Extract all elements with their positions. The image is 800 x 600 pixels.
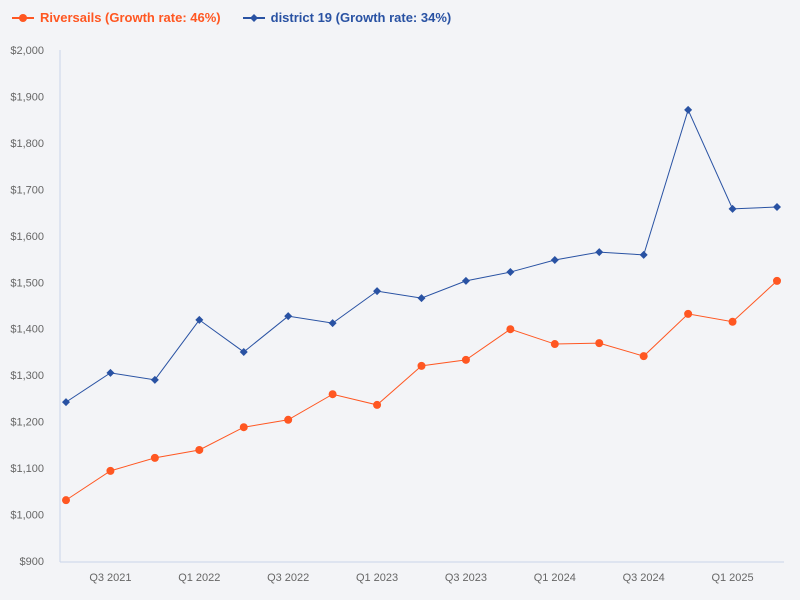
data-point (328, 319, 337, 328)
y-tick-label: $1,400 (10, 324, 44, 336)
data-point (284, 415, 293, 424)
legend-item-riversails[interactable]: Riversails (Growth rate: 46%) (12, 10, 221, 25)
legend: Riversails (Growth rate: 46%) district 1… (12, 10, 451, 25)
x-tick-label: Q1 2022 (178, 572, 220, 584)
y-tick-label: $1,600 (10, 231, 44, 243)
data-point (417, 361, 426, 370)
data-point (150, 375, 159, 384)
series-line (65, 280, 778, 501)
data-point (62, 398, 70, 407)
data-point (373, 400, 382, 409)
x-tick-label: Q1 2024 (534, 572, 576, 584)
data-point (106, 466, 115, 475)
x-tick-label: Q1 2025 (711, 572, 753, 584)
data-point (773, 276, 781, 285)
data-point (506, 325, 515, 334)
y-tick-label: $900 (20, 556, 44, 568)
diamond-marker-icon (242, 13, 265, 22)
data-point (506, 268, 515, 277)
legend-label: district 19 (Growth rate: 34%) (270, 10, 452, 25)
y-tick-label: $1,300 (10, 370, 44, 382)
data-point (239, 347, 248, 356)
legend-item-district-19[interactable]: district 19 (Growth rate: 34%) (242, 10, 452, 25)
data-point (195, 445, 204, 454)
data-point (728, 317, 737, 326)
data-point (106, 368, 115, 377)
x-tick-label: Q1 2023 (356, 572, 398, 584)
data-point (639, 352, 648, 361)
y-tick-label: $1,000 (10, 510, 44, 522)
data-point (728, 204, 737, 213)
data-point (284, 312, 293, 321)
data-point (684, 309, 693, 318)
data-point (150, 453, 159, 462)
data-point (773, 203, 781, 212)
data-point (550, 340, 559, 349)
data-point (195, 315, 204, 324)
data-point (595, 248, 604, 257)
x-tick-label: Q3 2024 (623, 572, 665, 584)
circle-marker-icon (12, 13, 34, 22)
series-line (65, 108, 778, 403)
data-point (62, 496, 70, 505)
data-point (684, 105, 693, 114)
data-point (550, 255, 559, 264)
data-point (461, 276, 470, 285)
data-point (239, 423, 248, 432)
x-tick-label: Q3 2021 (89, 572, 131, 584)
y-tick-label: $1,200 (10, 417, 44, 429)
y-tick-label: $1,800 (10, 138, 44, 150)
legend-label: Riversails (Growth rate: 46%) (40, 10, 221, 25)
data-point (595, 339, 604, 348)
data-point (461, 355, 470, 364)
data-point (639, 250, 648, 259)
y-tick-label: $1,100 (10, 463, 44, 475)
y-tick-label: $1,500 (10, 277, 44, 289)
x-tick-label: Q3 2023 (445, 572, 487, 584)
y-tick-label: $2,000 (10, 45, 44, 57)
y-tick-label: $1,900 (10, 91, 44, 103)
data-point (373, 287, 382, 296)
data-point (328, 390, 337, 399)
x-tick-label: Q3 2022 (267, 572, 309, 584)
y-tick-label: $1,700 (10, 184, 44, 196)
data-point (417, 294, 426, 303)
